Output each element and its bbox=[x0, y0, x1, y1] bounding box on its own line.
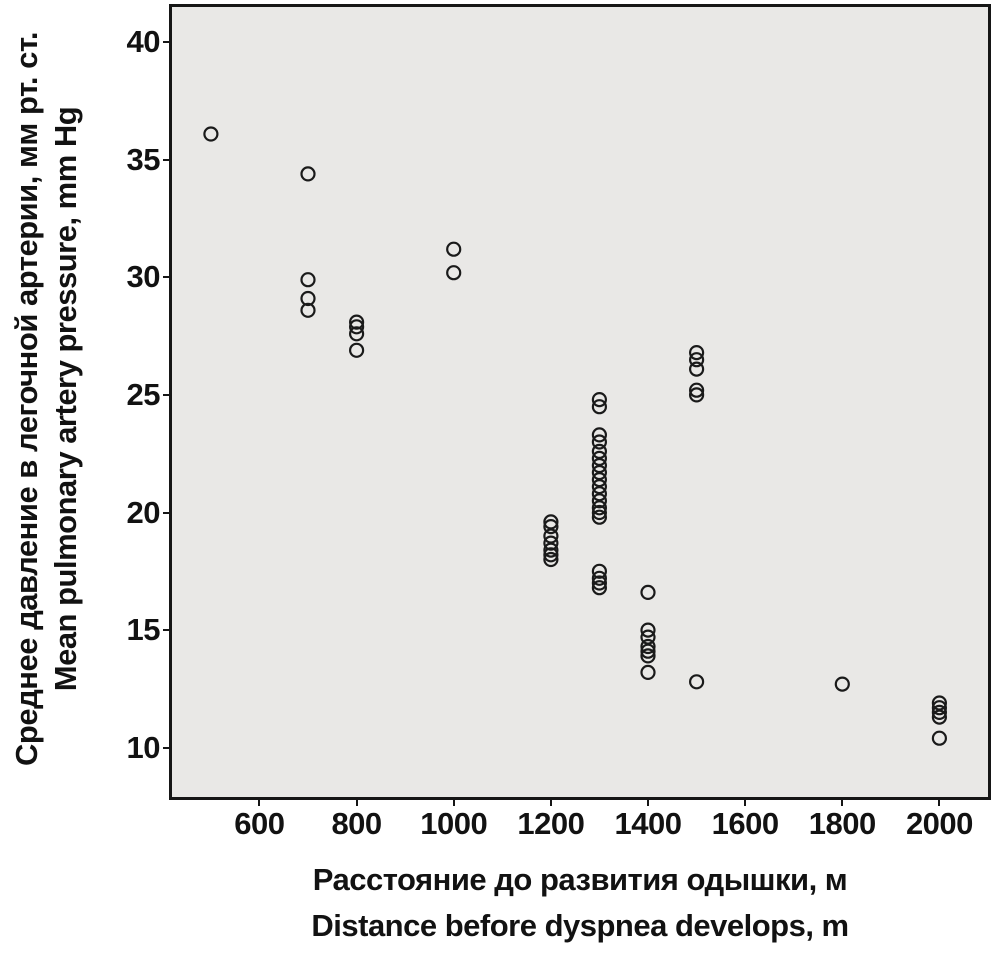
data-point bbox=[591, 434, 607, 450]
data-point bbox=[349, 319, 365, 335]
x-tick-label: 1800 bbox=[808, 806, 876, 841]
data-point bbox=[640, 664, 656, 681]
data-point bbox=[688, 387, 705, 403]
y-axis-label-ru: Среднее давление в легочной артерии, мм … bbox=[9, 32, 44, 766]
data-point bbox=[543, 551, 559, 568]
data-point bbox=[834, 676, 850, 692]
x-tick-mark bbox=[744, 800, 747, 806]
data-point bbox=[591, 509, 607, 525]
data-point bbox=[591, 504, 607, 521]
y-tick-mark bbox=[163, 746, 169, 749]
data-point bbox=[640, 648, 656, 664]
x-tick-mark bbox=[452, 800, 455, 806]
y-tick-mark bbox=[163, 393, 169, 396]
data-point bbox=[591, 570, 607, 586]
data-point bbox=[446, 265, 462, 281]
data-point bbox=[688, 382, 705, 398]
y-tick-label: 40 bbox=[126, 24, 161, 60]
data-point bbox=[640, 629, 656, 645]
data-point bbox=[349, 314, 365, 330]
x-tick-label: 1000 bbox=[420, 806, 488, 841]
data-point bbox=[591, 493, 607, 509]
y-tick-mark bbox=[163, 276, 169, 279]
data-point bbox=[591, 580, 607, 596]
data-point bbox=[931, 704, 948, 721]
x-tick-mark bbox=[841, 800, 844, 806]
data-point bbox=[591, 575, 607, 591]
x-tick-label: 1400 bbox=[614, 806, 682, 841]
x-axis-label-en: Distance before dyspnea develops, m bbox=[311, 908, 849, 943]
data-point bbox=[543, 547, 559, 563]
data-point bbox=[931, 730, 948, 746]
data-point bbox=[300, 166, 316, 182]
scatter-points bbox=[203, 126, 948, 746]
x-tick-label: 2000 bbox=[905, 806, 973, 841]
y-tick-label: 30 bbox=[126, 259, 161, 295]
y-tick-label: 15 bbox=[126, 612, 161, 648]
y-tick-label: 10 bbox=[126, 729, 161, 765]
plot-area bbox=[169, 4, 991, 800]
data-point bbox=[446, 241, 462, 257]
data-point bbox=[688, 345, 705, 361]
data-point bbox=[591, 464, 607, 481]
y-axis-label-en: Mean pulmonary artery pressure, mm Hg bbox=[48, 106, 83, 692]
y-tick-mark bbox=[163, 158, 169, 161]
x-axis-label-ru: Расстояние до развития одышки, м bbox=[312, 862, 848, 897]
data-point bbox=[591, 392, 607, 408]
x-tick-mark bbox=[938, 800, 941, 806]
data-point bbox=[640, 638, 656, 655]
data-point bbox=[640, 584, 656, 601]
x-tick-label: 800 bbox=[331, 806, 382, 841]
data-point bbox=[640, 643, 656, 659]
data-point bbox=[931, 709, 948, 725]
data-point bbox=[688, 674, 705, 690]
data-point bbox=[591, 457, 607, 474]
y-tick-mark bbox=[163, 629, 169, 632]
x-tick-mark bbox=[549, 800, 552, 806]
data-point bbox=[591, 399, 607, 415]
data-point bbox=[300, 302, 316, 318]
data-point bbox=[543, 542, 559, 558]
data-point bbox=[931, 700, 948, 716]
data-point bbox=[543, 518, 559, 535]
data-point bbox=[591, 500, 607, 516]
y-tick-label: 35 bbox=[126, 141, 161, 177]
x-tick-mark bbox=[355, 800, 358, 806]
data-point bbox=[349, 326, 365, 342]
y-tick-label: 20 bbox=[126, 494, 161, 530]
x-tick-mark bbox=[258, 800, 261, 806]
y-tick-mark bbox=[163, 41, 169, 44]
y-tick-label: 25 bbox=[126, 376, 161, 412]
data-point bbox=[640, 622, 656, 638]
x-tick-mark bbox=[647, 800, 649, 806]
data-point bbox=[688, 352, 705, 368]
data-point bbox=[688, 361, 705, 377]
data-point bbox=[591, 443, 607, 459]
data-point bbox=[300, 272, 316, 288]
data-point bbox=[349, 342, 365, 358]
data-point bbox=[203, 126, 219, 142]
data-point bbox=[591, 450, 607, 466]
data-point bbox=[300, 290, 316, 307]
data-point bbox=[591, 427, 607, 443]
data-point bbox=[591, 479, 607, 495]
data-point bbox=[543, 535, 559, 551]
data-point bbox=[591, 472, 607, 488]
x-tick-label: 1600 bbox=[711, 806, 779, 841]
y-tick-mark bbox=[163, 511, 169, 514]
x-tick-label: 1200 bbox=[517, 806, 585, 841]
data-point bbox=[591, 563, 607, 579]
x-tick-label: 600 bbox=[234, 806, 285, 841]
